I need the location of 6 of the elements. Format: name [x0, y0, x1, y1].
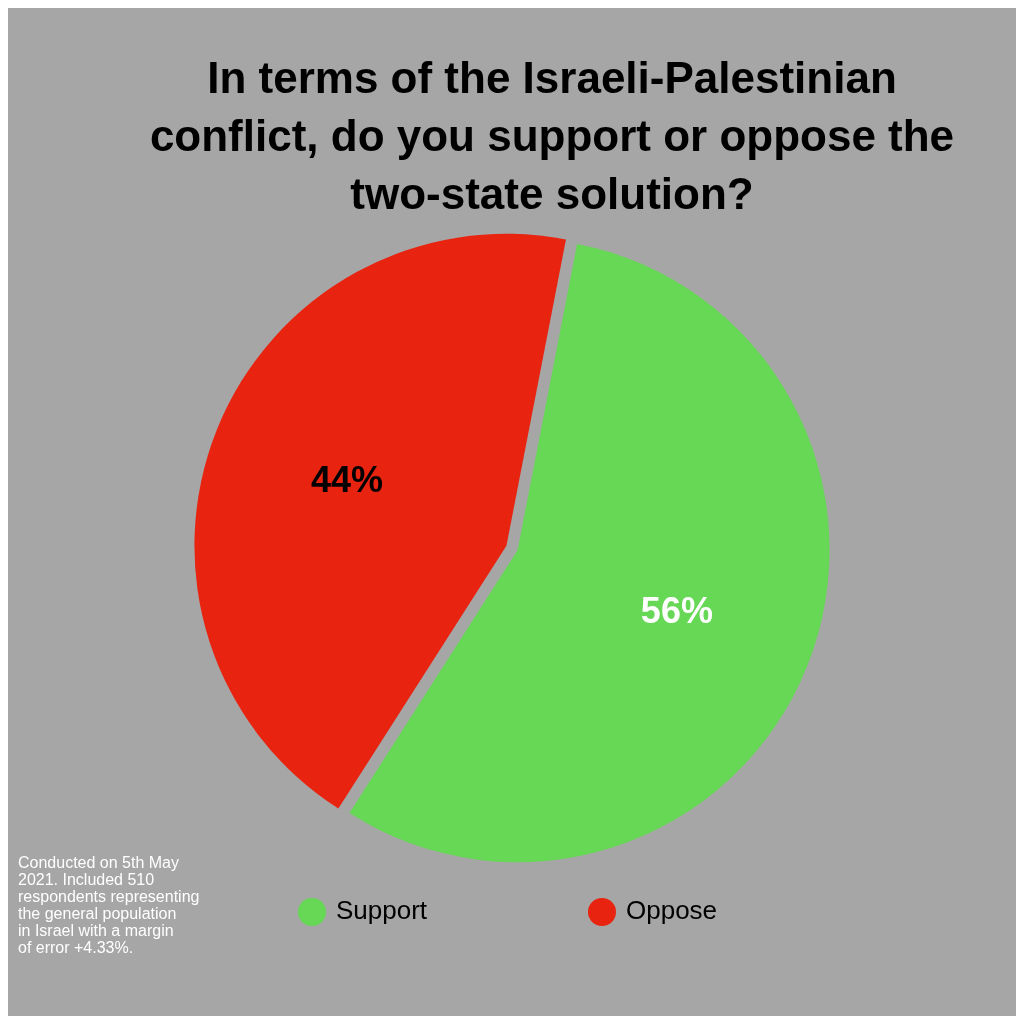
legend-label: Oppose — [626, 894, 718, 925]
legend-label: Support — [336, 894, 428, 925]
data-label: 44% — [311, 458, 384, 500]
data-label: 56% — [640, 590, 713, 632]
chart-title: In terms of the Israeli-Palestinian conflict, do you support or oppose the two-state solution? — [149, 53, 955, 218]
text: Conducted on 5th May 2021. Included 510 respondents representing the general population in Israel with a margin of error +4.33%. — [18, 854, 200, 956]
